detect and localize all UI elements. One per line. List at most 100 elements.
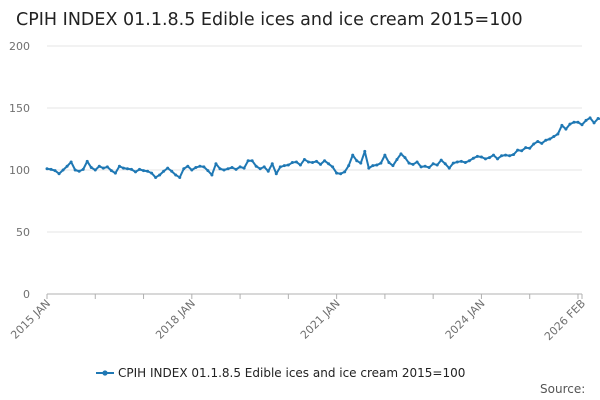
data-point[interactable] xyxy=(463,161,467,165)
data-point[interactable] xyxy=(242,166,246,170)
data-point[interactable] xyxy=(282,164,286,168)
data-point[interactable] xyxy=(77,169,81,173)
data-point[interactable] xyxy=(596,117,600,121)
data-point[interactable] xyxy=(548,137,552,141)
data-point[interactable] xyxy=(61,168,65,172)
data-point[interactable] xyxy=(407,161,411,165)
data-point[interactable] xyxy=(327,162,331,166)
data-point[interactable] xyxy=(339,172,343,176)
data-point[interactable] xyxy=(359,161,363,165)
data-point[interactable] xyxy=(69,160,73,164)
data-point[interactable] xyxy=(504,153,508,157)
data-point[interactable] xyxy=(391,164,395,168)
data-point[interactable] xyxy=(250,159,254,163)
data-point[interactable] xyxy=(592,121,596,125)
data-point[interactable] xyxy=(65,164,69,168)
data-point[interactable] xyxy=(443,162,447,166)
data-point[interactable] xyxy=(166,166,170,170)
data-point[interactable] xyxy=(198,164,202,168)
data-point[interactable] xyxy=(532,142,536,146)
data-point[interactable] xyxy=(234,167,238,171)
data-point[interactable] xyxy=(415,160,419,164)
data-point[interactable] xyxy=(508,154,512,158)
data-point[interactable] xyxy=(278,165,282,169)
data-point[interactable] xyxy=(387,161,391,165)
data-point[interactable] xyxy=(363,149,367,153)
data-point[interactable] xyxy=(323,159,327,163)
data-point[interactable] xyxy=(154,175,158,179)
data-point[interactable] xyxy=(544,138,548,142)
data-point[interactable] xyxy=(576,120,580,124)
data-point[interactable] xyxy=(97,164,101,168)
data-point[interactable] xyxy=(467,159,471,163)
data-point[interactable] xyxy=(49,167,53,171)
data-point[interactable] xyxy=(254,164,258,168)
data-point[interactable] xyxy=(262,165,266,169)
data-point[interactable] xyxy=(351,153,355,157)
data-point[interactable] xyxy=(455,160,459,164)
data-point[interactable] xyxy=(447,166,451,170)
data-point[interactable] xyxy=(158,173,162,177)
data-point[interactable] xyxy=(117,164,121,168)
data-point[interactable] xyxy=(459,159,463,163)
data-point[interactable] xyxy=(588,116,592,120)
data-point[interactable] xyxy=(302,157,306,161)
legend[interactable]: CPIH INDEX 01.1.8.5 Edible ices and ice … xyxy=(96,366,465,380)
data-point[interactable] xyxy=(73,168,77,172)
data-point[interactable] xyxy=(516,148,520,152)
data-point[interactable] xyxy=(572,120,576,124)
data-point[interactable] xyxy=(290,161,294,165)
data-point[interactable] xyxy=(310,161,314,165)
data-point[interactable] xyxy=(528,146,532,150)
data-point[interactable] xyxy=(479,155,483,159)
data-point[interactable] xyxy=(520,149,524,153)
data-point[interactable] xyxy=(274,172,278,176)
data-point[interactable] xyxy=(319,162,323,166)
data-point[interactable] xyxy=(146,169,150,173)
data-point[interactable] xyxy=(89,166,93,170)
data-point[interactable] xyxy=(431,162,435,166)
data-point[interactable] xyxy=(487,156,491,160)
data-point[interactable] xyxy=(315,159,319,163)
data-point[interactable] xyxy=(186,164,190,168)
data-point[interactable] xyxy=(178,175,182,179)
data-point[interactable] xyxy=(206,169,210,173)
data-point[interactable] xyxy=(568,122,572,126)
data-point[interactable] xyxy=(57,172,61,176)
data-point[interactable] xyxy=(427,166,431,170)
data-point[interactable] xyxy=(45,167,49,171)
data-point[interactable] xyxy=(174,173,178,177)
data-point[interactable] xyxy=(298,163,302,167)
data-point[interactable] xyxy=(492,153,495,157)
data-point[interactable] xyxy=(383,153,387,157)
data-point[interactable] xyxy=(367,166,371,170)
data-point[interactable] xyxy=(347,164,351,168)
data-point[interactable] xyxy=(246,159,250,163)
data-point[interactable] xyxy=(580,123,584,127)
data-point[interactable] xyxy=(371,164,375,168)
data-point[interactable] xyxy=(439,158,443,162)
data-point[interactable] xyxy=(138,167,142,171)
data-point[interactable] xyxy=(286,163,290,167)
data-point[interactable] xyxy=(306,160,310,164)
data-point[interactable] xyxy=(536,139,540,143)
data-point[interactable] xyxy=(214,162,218,166)
data-point[interactable] xyxy=(564,127,568,131)
data-point[interactable] xyxy=(500,154,504,158)
data-point[interactable] xyxy=(399,152,403,156)
data-point[interactable] xyxy=(512,153,516,156)
data-point[interactable] xyxy=(105,165,109,169)
data-point[interactable] xyxy=(109,169,113,173)
data-point[interactable] xyxy=(142,169,146,173)
data-point[interactable] xyxy=(483,157,487,161)
data-point[interactable] xyxy=(411,162,415,166)
data-point[interactable] xyxy=(556,132,560,136)
data-point[interactable] xyxy=(403,156,407,160)
data-point[interactable] xyxy=(471,156,475,160)
data-point[interactable] xyxy=(270,162,274,166)
data-point[interactable] xyxy=(162,169,166,173)
data-point[interactable] xyxy=(552,135,556,139)
data-point[interactable] xyxy=(129,167,133,171)
data-point[interactable] xyxy=(85,159,89,163)
data-point[interactable] xyxy=(379,161,383,165)
